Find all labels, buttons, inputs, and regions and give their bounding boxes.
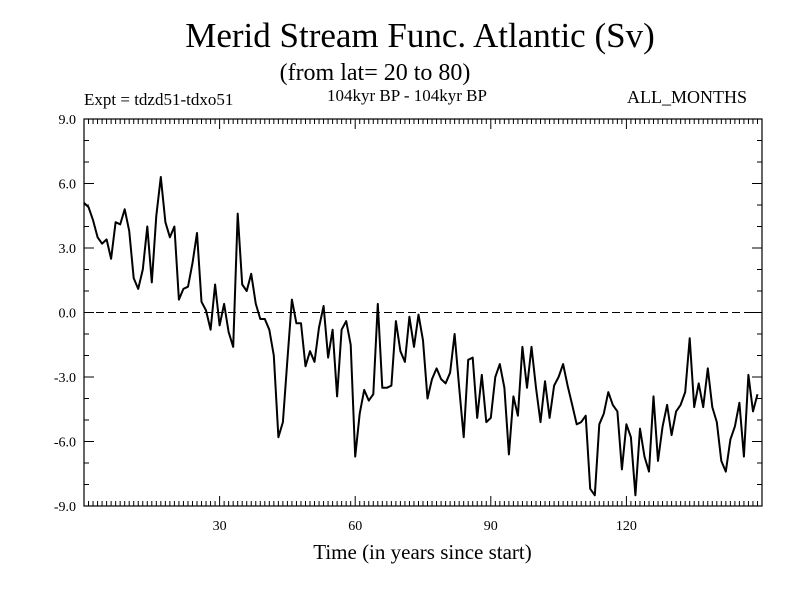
y-tick-label: -3.0 — [54, 371, 76, 386]
series-line — [83, 176, 759, 497]
x-tick-label: 120 — [616, 519, 637, 534]
y-tick-label: 0.0 — [59, 307, 77, 322]
y-tick-label: 9.0 — [59, 113, 77, 128]
y-tick-label: 3.0 — [59, 242, 77, 257]
x-tick-label: 90 — [484, 519, 498, 534]
months-label: ALL_MONTHS — [627, 87, 747, 107]
x-tick-label: 60 — [348, 519, 362, 534]
experiment-label: Expt = tdzd51-tdxo51 — [84, 90, 234, 109]
axis-ticks — [83, 118, 763, 507]
plot-frame — [83, 118, 763, 507]
period-label: 104kyr BP - 104kyr BP — [327, 86, 487, 105]
y-tick-label: -6.0 — [54, 436, 76, 451]
tick-labels: 30 60 90 120 9.0 6.0 3.0 0.0 -3.0 -6.0 -9.0 — [54, 113, 637, 534]
x-tick-label: 30 — [213, 519, 227, 534]
x-axis-label: Time (in years since start) — [313, 540, 532, 564]
y-tick-label: 6.0 — [59, 178, 77, 193]
chart-subtitle: (from lat= 20 to 80) — [279, 60, 471, 86]
chart-title: Merid Stream Func. Atlantic (Sv) — [185, 16, 655, 55]
y-tick-label: -9.0 — [54, 500, 76, 515]
